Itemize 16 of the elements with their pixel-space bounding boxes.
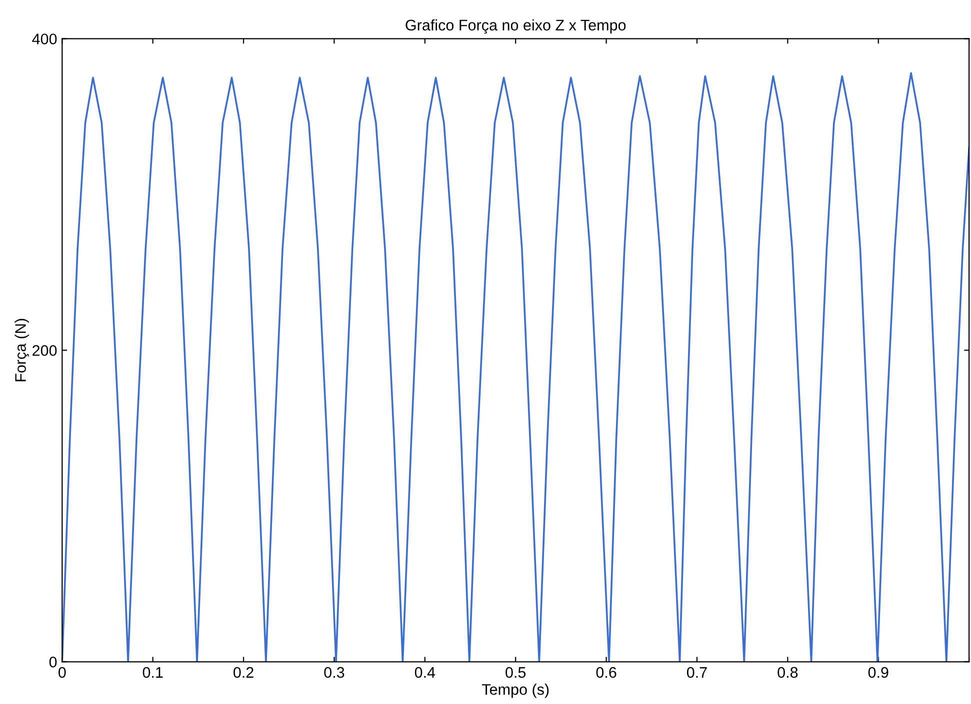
x-tick-label: 0.6 [596,667,616,678]
x-tick-label: 0.5 [506,667,526,678]
x-tick-label: 0.3 [324,667,344,678]
x-tick-label: 0.2 [234,667,254,678]
x-tick-label: 0.7 [686,667,707,678]
x-tick-label: 0.1 [142,667,163,678]
x-tick-label: 0.8 [778,667,798,678]
y-tick-label: 400 [32,34,57,44]
y-tick-label: 0 [49,656,57,668]
y-tick-label: 200 [32,345,57,356]
y-axis-title: Força (N) [14,318,30,382]
chart-title: Grafico Força no eixo Z x Tempo [406,19,626,34]
x-tick-label: 0.9 [868,667,888,678]
x-tick-label: 0.4 [414,667,436,678]
x-axis-title: Tempo (s) [482,684,549,698]
x-tick-label: 0 [58,667,66,678]
